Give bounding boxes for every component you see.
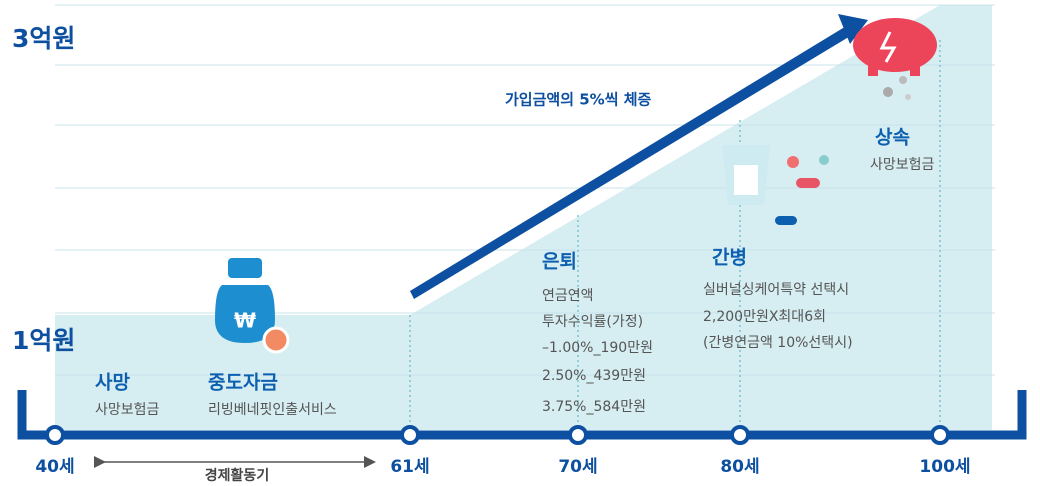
- stage-line: 투자수익률(가정): [542, 314, 643, 330]
- money-bag-icon: ₩: [215, 258, 288, 352]
- age-label: 40세: [35, 457, 74, 477]
- stage-title: 간병: [712, 247, 747, 269]
- stage-line: 2,200만원X최대6회: [703, 309, 826, 325]
- amount-top: 3억원: [12, 24, 75, 53]
- age-label: 100세: [919, 457, 970, 477]
- stage-line: 3.75%_584만원: [542, 399, 646, 415]
- age-label: 61세: [390, 457, 429, 477]
- diagram: ₩ 3억원 1억원 가입금액의 5%씩 체증 사망 사망보험금 중도자금 리빙베…: [0, 0, 1040, 486]
- background-area: [55, 5, 992, 430]
- age-label: 70세: [558, 457, 597, 477]
- age-label: 80세: [720, 457, 759, 477]
- stage-line: 리빙베네핏인출서비스: [208, 402, 337, 418]
- stage-line: 실버널싱케어특약 선택시: [703, 282, 849, 298]
- stage-title: 중도자금: [208, 372, 278, 394]
- amount-bottom: 1억원: [12, 326, 75, 355]
- stage-title: 상속: [875, 127, 910, 149]
- period-label: 경제활동기: [205, 467, 269, 484]
- stage-line: –1.00%_190만원: [542, 340, 653, 356]
- growth-label: 가입금액의 5%씩 체증: [505, 91, 652, 109]
- stage-title: 은퇴: [542, 251, 577, 273]
- svg-text:₩: ₩: [234, 309, 256, 333]
- stage-line: (간병연금액 10%선택시): [703, 335, 853, 351]
- stage-line: 사망보험금: [870, 157, 935, 173]
- stage-line: 2.50%_439만원: [542, 368, 646, 384]
- stage-title: 사망: [95, 372, 130, 394]
- stage-line: 사망보험금: [95, 402, 160, 418]
- stage-line: 연금연액: [542, 288, 594, 304]
